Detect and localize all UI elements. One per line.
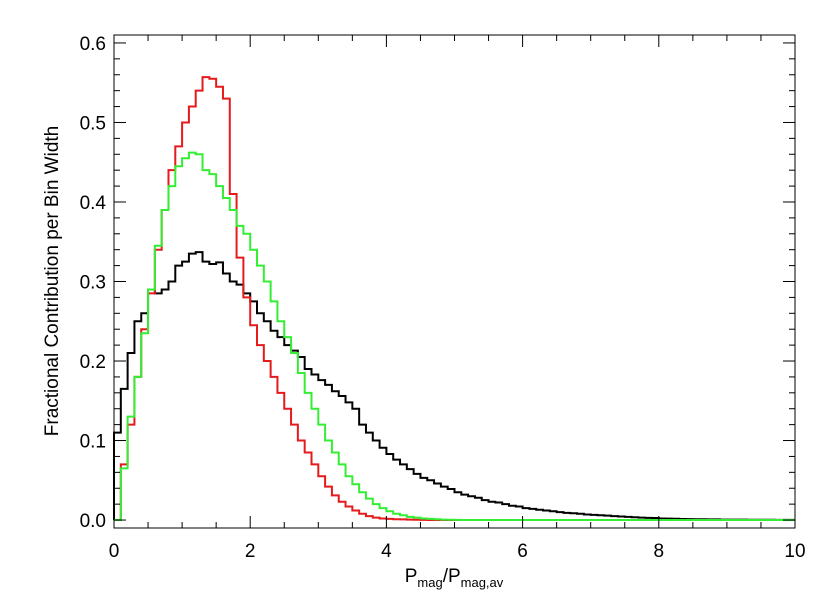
- plot-frame: [113, 34, 796, 529]
- y-tick-label: 0.2: [80, 352, 106, 373]
- x-tick-label: 6: [517, 541, 528, 562]
- tick-labels: 0 2 4 6 8 10 0.0 0.1 0.2 0.3 0.4 0.5 0.6: [80, 34, 806, 562]
- series-layer: [113, 76, 795, 522]
- series-line-1: [113, 251, 795, 521]
- y-tick-label: 0.0: [80, 511, 106, 532]
- x-axis-title: Pmag/Pmag,av: [405, 566, 504, 590]
- x-axis-title-main: P: [405, 566, 418, 587]
- x-axis-title-slash: /P: [443, 566, 461, 587]
- y-tick-label: 0.1: [80, 432, 106, 453]
- x-tick-label: 10: [784, 541, 805, 562]
- x-tick-label: 0: [109, 541, 120, 562]
- x-tick-label: 8: [654, 541, 665, 562]
- y-axis-title: Fractional Contribution per Bin Width: [42, 126, 63, 436]
- x-tick-label: 2: [245, 541, 256, 562]
- y-tick-label: 0.6: [80, 34, 106, 55]
- y-tick-label: 0.4: [80, 193, 107, 214]
- series-line-3: [114, 151, 795, 522]
- x-axis-title-sub2: mag,av: [461, 575, 504, 590]
- y-tick-label: 0.3: [80, 273, 106, 294]
- x-axis-title-sub1: mag: [417, 575, 442, 590]
- x-tick-label: 4: [381, 541, 392, 562]
- y-tick-label: 0.5: [80, 113, 106, 134]
- series-line-2: [114, 76, 795, 522]
- ticks-layer: [113, 35, 796, 528]
